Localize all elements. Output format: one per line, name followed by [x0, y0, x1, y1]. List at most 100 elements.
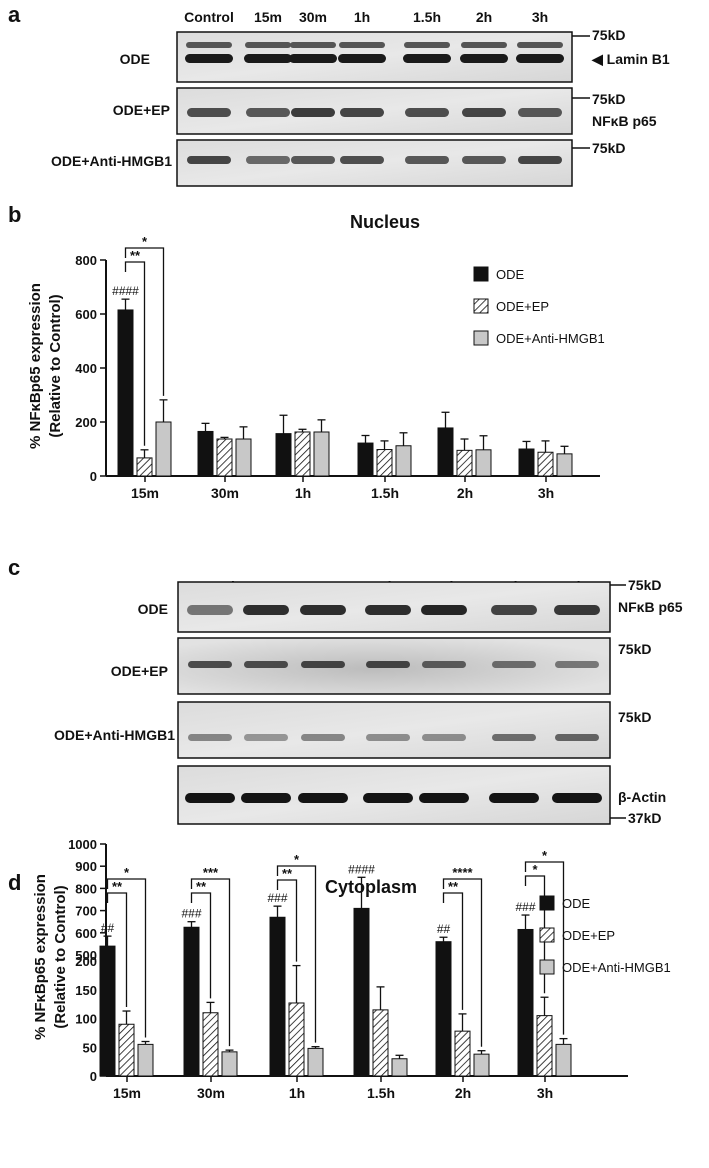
x-tick-label: 1.5h — [367, 1085, 395, 1101]
marker-75kd: 75kD — [592, 140, 625, 156]
y-tick-label: 600 — [75, 926, 97, 941]
lane-label: 1h — [354, 9, 370, 25]
panel-letter: b — [8, 202, 21, 227]
lane-label: 3h — [532, 9, 548, 25]
y-tick-label: 500 — [75, 948, 97, 963]
protein-band — [366, 734, 410, 741]
significance-bracket — [124, 247, 165, 396]
protein-band — [301, 661, 345, 668]
significance-stars: * — [542, 848, 548, 863]
y-tick-label: 0 — [90, 1069, 97, 1084]
significance-stars: ** — [112, 879, 123, 894]
protein-band — [340, 156, 384, 164]
lane-label: 1.5h — [413, 9, 441, 25]
bar — [435, 941, 452, 1077]
western-blot-panel-c: cControl15m30m1h1.5h2h3hODEODE+EPODE+Ant… — [8, 555, 683, 826]
significance-bracket — [276, 879, 298, 962]
legend-label: ODE+EP — [562, 928, 615, 943]
y-tick-label: 150 — [75, 983, 97, 998]
x-tick-label: 2h — [455, 1085, 471, 1101]
x-tick-label: 2h — [457, 485, 473, 501]
bar — [395, 445, 412, 477]
bar — [202, 1012, 219, 1077]
y-tick-label: 200 — [75, 415, 97, 430]
protein-band — [422, 734, 466, 741]
significance-bracket — [276, 865, 317, 1043]
row-label: ODE+EP — [113, 102, 170, 118]
protein-band — [187, 108, 231, 117]
significance-hash: ## — [437, 922, 451, 936]
bar — [235, 438, 252, 477]
protein-band — [403, 54, 451, 63]
protein-band — [363, 793, 413, 803]
protein-band — [340, 108, 384, 117]
protein-band — [489, 793, 539, 803]
protein-band — [245, 42, 291, 48]
y-axis-label: % NFκBp65 expression — [27, 283, 44, 449]
row-label: ODE+Anti-HMGB1 — [51, 153, 172, 169]
x-tick-label: 1h — [289, 1085, 305, 1101]
protein-band — [555, 661, 599, 668]
bar — [555, 1043, 572, 1077]
significance-hash: ### — [181, 907, 201, 921]
y-tick-label: 200 — [75, 954, 97, 969]
significance-stars: ** — [130, 248, 141, 263]
significance-stars: *** — [203, 865, 219, 880]
marker-75kd: 75kD — [618, 709, 651, 725]
y-tick-label: 800 — [75, 881, 97, 896]
protein-band — [291, 108, 335, 117]
protein-band — [244, 661, 288, 668]
protein-band — [300, 605, 346, 615]
legend-swatch — [539, 959, 555, 975]
lane-label: 2h — [476, 9, 492, 25]
panel-letter: c — [8, 555, 20, 580]
y-tick-label: 800 — [75, 253, 97, 268]
protein-band — [188, 734, 232, 741]
legend-swatch — [473, 266, 489, 282]
western-blot-panel-a: a Control 15m 30m 1h 1.5h 2h 3h ODE ODE+EP ODE+Ant… — [8, 2, 670, 187]
protein-band — [186, 42, 232, 48]
bar — [517, 928, 534, 1077]
protein-band — [243, 605, 289, 615]
significance-bracket — [124, 261, 146, 446]
x-tick-label: 1.5h — [371, 485, 399, 501]
bar — [536, 1015, 553, 1077]
significance-stars: * — [124, 865, 130, 880]
protein-band — [366, 661, 410, 668]
x-tick-label: 1h — [295, 485, 311, 501]
row-label: ODE — [138, 601, 168, 617]
panel-letter: d — [8, 870, 21, 895]
significance-bracket — [190, 892, 212, 999]
protein-band — [244, 54, 292, 63]
significance-hash: #### — [348, 862, 375, 876]
y-tick-label: 700 — [75, 904, 97, 919]
bar — [313, 431, 330, 477]
significance-hash: ### — [515, 900, 535, 914]
bar — [269, 916, 286, 1077]
x-tick-label: 15m — [131, 485, 159, 501]
blot-membrane — [177, 701, 611, 759]
protein-band — [301, 734, 345, 741]
legend-swatch — [539, 927, 555, 943]
y-tick-label: 100 — [75, 1012, 97, 1027]
legend-swatch — [473, 330, 489, 346]
y-axis-label: (Relative to Control) — [47, 294, 64, 437]
bar — [437, 427, 454, 477]
legend-label: ODE+Anti-HMGB1 — [496, 331, 605, 346]
bar — [137, 1043, 154, 1077]
protein-band — [290, 42, 336, 48]
significance-bracket — [106, 892, 128, 1008]
significance-hash: ## — [101, 921, 115, 935]
significance-bracket — [442, 878, 483, 1047]
protein-band — [552, 793, 602, 803]
protein-band — [185, 54, 233, 63]
significance-hash: ### — [267, 891, 287, 905]
protein-band — [298, 793, 348, 803]
protein-band — [492, 734, 536, 741]
y-tick-label: 1000 — [68, 837, 97, 852]
bar — [221, 1051, 238, 1077]
bar — [376, 449, 393, 477]
y-tick-label: 900 — [75, 859, 97, 874]
protein-band — [291, 156, 335, 164]
marker-75kd: 75kD — [618, 641, 651, 657]
